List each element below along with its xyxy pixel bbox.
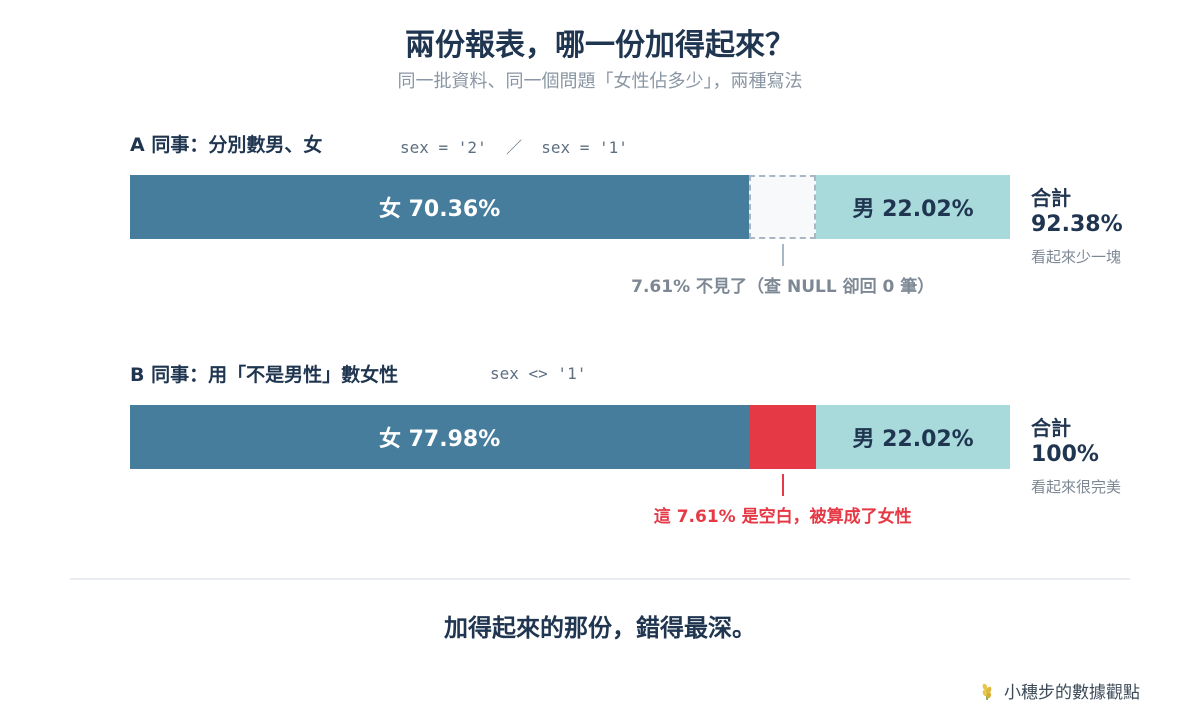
annotation-tick-b [781,474,784,496]
bar-segment-female: 女 77.98% [130,405,750,469]
section-b-code: sex <> '1' [490,364,587,383]
brand: 小穗步的數據觀點 [978,678,1140,703]
section-a-label: A 同事：分別數男、女 [130,134,323,156]
segment-label: 男 22.02% [852,427,974,452]
stacked-bar-a: 女 70.36% 男 22.02% [130,175,1010,239]
stacked-bar-b: 女 77.98% 男 22.02% [130,405,1010,469]
annotation-b: 這 7.61% 是空白，被算成了女性 [653,507,912,527]
total-label-a: 合計 [1031,186,1071,210]
total-value-b: 100% [1031,442,1099,467]
wheat-icon [982,683,992,700]
segment-label: 女 70.36% [378,197,501,222]
segment-label: 男 22.02% [852,197,974,222]
divider [70,578,1130,580]
brand-name: 小穗步的數據觀點 [1004,683,1140,703]
bar-segment-missing [749,175,817,239]
bar-segment-blank [749,405,817,469]
conclusion-text: 加得起來的那份，錯得最深。 [444,614,756,642]
total-note-a: 看起來少一塊 [1031,248,1122,266]
chart-subtitle: 同一批資料、同一個問題「女性佔多少」，兩種寫法 [397,71,803,92]
annotation-a: 7.61% 不見了（查 NULL 卻回 0 筆） [631,277,935,297]
total-label-b: 合計 [1031,416,1071,440]
section-b-label: B 同事：用「不是男性」數女性 [130,364,399,386]
bar-segment-male: 男 22.02% [816,175,1010,239]
annotation-tick-a [781,244,784,266]
segment-label: 女 77.98% [378,427,501,452]
bar-segment-female: 女 70.36% [130,175,750,239]
chart-title: 兩份報表，哪一份加得起來？ [405,28,795,63]
total-note-b: 看起來很完美 [1031,478,1122,496]
bar-segment-male: 男 22.02% [816,405,1010,469]
section-a-code: sex = '2' ／ sex = '1' [400,138,628,157]
total-value-a: 92.38% [1031,212,1123,237]
